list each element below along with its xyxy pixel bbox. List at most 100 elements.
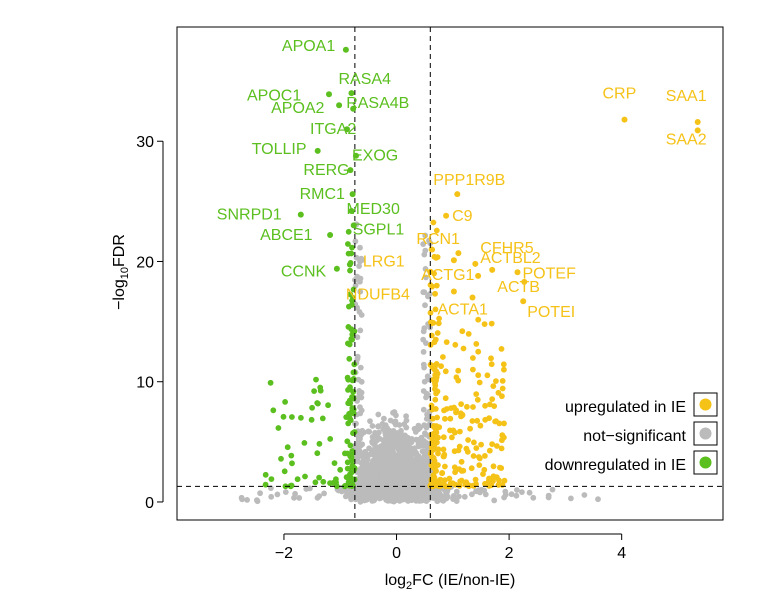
- data-point: [434, 330, 441, 336]
- data-point: [349, 244, 355, 251]
- data-point: [333, 483, 340, 490]
- up_gene-label: POTEF: [523, 265, 577, 282]
- data-point: [486, 415, 492, 422]
- data-point: [381, 444, 388, 451]
- data-point: [360, 455, 367, 462]
- data-point: [476, 379, 483, 386]
- data-point: [376, 469, 383, 476]
- x-tick-label: 4: [617, 545, 626, 562]
- data-point: [429, 453, 435, 460]
- data-point: [432, 336, 439, 343]
- data-point: [333, 476, 339, 483]
- up_gene-label: PPP1R9B: [433, 172, 505, 189]
- data-point: [404, 482, 411, 489]
- data-point: [435, 450, 441, 457]
- data-point: [314, 450, 321, 457]
- data-point: [238, 494, 245, 501]
- data-point: [431, 458, 438, 464]
- data-point: [472, 476, 479, 483]
- data-point: [473, 445, 480, 451]
- data-point: [369, 423, 376, 429]
- up_gene-label: ACTG1: [421, 267, 474, 284]
- data-point: [331, 460, 338, 466]
- data-point: [501, 366, 507, 373]
- up_gene-point: [454, 191, 461, 198]
- data-point: [392, 431, 399, 438]
- data-point: [474, 488, 481, 495]
- data-point: [368, 489, 375, 496]
- data-point: [446, 475, 453, 482]
- data-point: [415, 438, 422, 445]
- data-point: [345, 241, 351, 247]
- data-point: [513, 492, 520, 499]
- data-point: [452, 341, 459, 348]
- data-point: [457, 428, 463, 435]
- data-point: [420, 328, 427, 335]
- data-point: [467, 425, 473, 432]
- down_gene-label: APOC1: [247, 87, 301, 104]
- data-point: [490, 463, 497, 470]
- data-point: [465, 437, 471, 443]
- data-point: [347, 260, 354, 266]
- down_gene-point: [347, 167, 354, 174]
- data-point: [441, 407, 447, 414]
- data-point: [453, 498, 460, 504]
- data-point: [549, 486, 556, 493]
- up_gene-label: C9: [452, 208, 473, 225]
- y-axis-title-rest: FDR: [111, 234, 128, 267]
- data-point: [431, 482, 437, 488]
- data-point: [433, 468, 439, 474]
- data-point: [319, 415, 326, 422]
- data-point: [498, 445, 505, 452]
- data-point: [344, 438, 351, 445]
- data-point: [372, 467, 378, 473]
- data-point: [431, 364, 438, 370]
- up_gene-point: [694, 119, 701, 125]
- data-point: [403, 413, 409, 420]
- data-point: [519, 489, 525, 495]
- data-point: [435, 462, 441, 468]
- data-point: [316, 440, 323, 447]
- data-point: [275, 425, 282, 431]
- data-point: [499, 378, 506, 384]
- data-point: [289, 460, 295, 467]
- down_gene-label: MED30: [347, 201, 400, 218]
- data-point: [422, 480, 429, 487]
- data-point: [460, 345, 467, 352]
- data-point: [432, 396, 439, 403]
- down_gene-point: [349, 191, 356, 198]
- data-point: [369, 434, 376, 440]
- data-point: [405, 490, 412, 497]
- data-point: [423, 431, 430, 438]
- data-point: [470, 355, 476, 361]
- up_gene-label: ACTA1: [438, 302, 488, 319]
- data-point: [357, 435, 363, 442]
- data-point: [440, 434, 447, 441]
- data-point: [447, 415, 454, 422]
- data-point: [348, 336, 355, 342]
- data-point: [436, 315, 442, 322]
- data-point: [498, 346, 505, 352]
- data-point: [434, 254, 441, 260]
- data-point: [288, 482, 295, 489]
- x-axis-title: log2FC (IE/non-IE): [385, 572, 516, 592]
- data-point: [498, 465, 505, 471]
- data-point: [382, 427, 389, 434]
- data-point: [356, 481, 363, 488]
- data-point: [344, 465, 351, 472]
- data-point: [545, 492, 552, 499]
- data-point: [474, 396, 481, 403]
- data-point: [421, 458, 427, 465]
- data-point: [526, 489, 533, 496]
- up_gene-point: [475, 272, 482, 279]
- data-point: [416, 487, 423, 494]
- data-point: [357, 394, 363, 401]
- data-point: [464, 403, 470, 410]
- data-point: [403, 457, 410, 463]
- data-point: [366, 472, 373, 479]
- data-point: [457, 478, 464, 485]
- data-point: [442, 477, 448, 484]
